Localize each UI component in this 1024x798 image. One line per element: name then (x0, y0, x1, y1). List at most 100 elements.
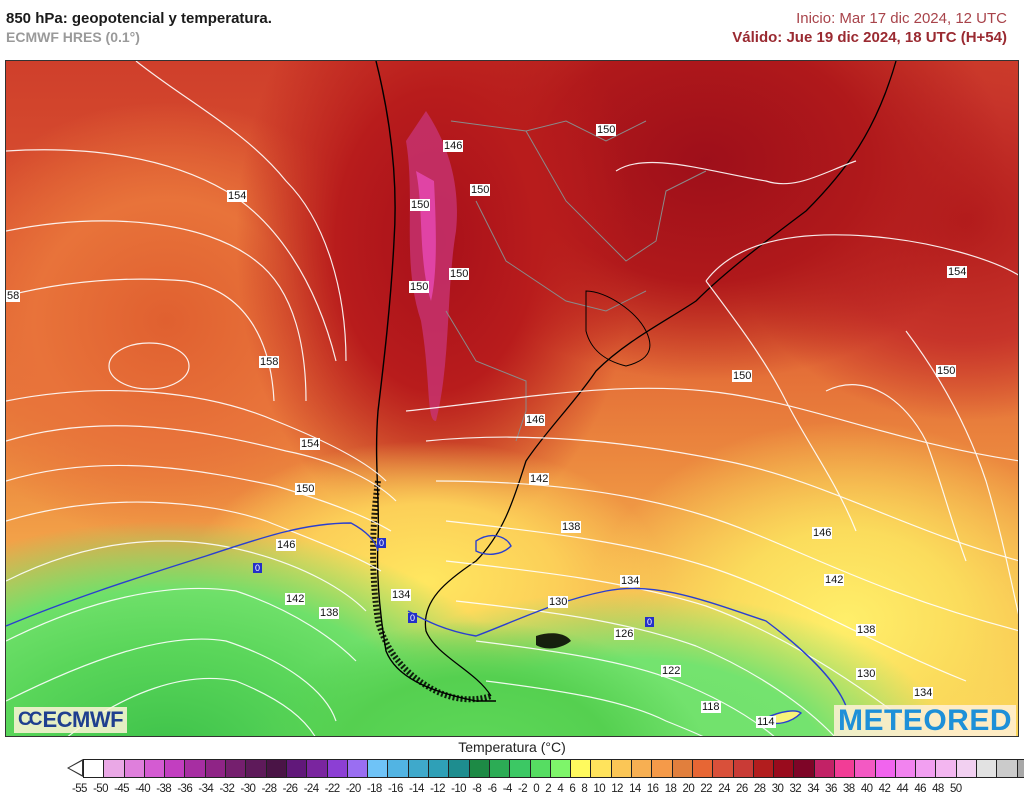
contour-label: 118 (701, 701, 721, 713)
coastline-atlantic (424, 61, 897, 697)
colorbar-tick: 20 (682, 783, 695, 795)
colorbar-tick: 46 (914, 783, 926, 795)
colorbar-cell (590, 759, 611, 778)
contour-label: 150 (449, 268, 470, 280)
colorbar-cell (346, 759, 368, 778)
colorbar-tick: 44 (896, 783, 909, 795)
colorbar-cell (448, 759, 469, 778)
colorbar-min-arrow-icon (67, 759, 83, 777)
colorbar-tick: 42 (878, 783, 891, 795)
country-borders (445, 120, 707, 442)
header-right: Inicio: Mar 17 dic 2024, 12 UTC Válido: … (732, 9, 1007, 47)
colorbar-cell (955, 759, 977, 778)
colorbar-tick: -45 (114, 783, 129, 795)
contour-label: 134 (620, 575, 641, 587)
colorbar-tick: 30 (771, 783, 784, 795)
falkland-islands (536, 633, 571, 649)
weather-map[interactable]: 154 58 158 146 150 150 150 150 150 154 1… (5, 60, 1019, 737)
colorbar-cell (184, 759, 205, 778)
colorbar-cell (367, 759, 388, 778)
colorbar-cell (894, 759, 916, 778)
model-name: ECMWF HRES (0.1°) (6, 29, 140, 45)
colorbar-tick: -10 (451, 783, 466, 795)
colorbar-tick: -18 (366, 783, 382, 795)
colorbar-tick: -22 (324, 783, 340, 795)
colorbar-cell (854, 759, 875, 778)
colorbar-cell (387, 759, 408, 778)
isotherm-label: 0 (408, 613, 418, 623)
contour-label: 146 (443, 140, 464, 152)
colorbar-cell (83, 759, 104, 778)
colorbar-tick: -26 (282, 783, 298, 795)
colorbar-tick: 22 (700, 783, 712, 795)
colorbar-tick: -8 (472, 783, 482, 795)
colorbar-tick: 18 (664, 783, 677, 795)
contour-label: 130 (856, 668, 877, 680)
colorbar-cell (631, 759, 652, 778)
colorbar-tick: -2 (517, 783, 528, 795)
isotherm-label: 0 (645, 617, 655, 627)
colorbar-cell (204, 759, 226, 778)
colorbar-cell (813, 759, 834, 778)
colorbar-tick: 2 (545, 783, 552, 795)
colorbar-tick: -4 (502, 783, 513, 795)
colorbar-cell (468, 759, 489, 778)
temperature-colorbar (67, 759, 1024, 778)
colorbar-cell (773, 759, 794, 778)
chart-title: 850 hPa: geopotencial y temperatura. (6, 10, 272, 27)
contour-label: 134 (913, 687, 934, 699)
colorbar-ticks: -55 -50 -45 -40 -38 -36 -34 -32 -30 -28 -26 -24 -22-… (72, 783, 962, 795)
colorbar-cell (996, 759, 1017, 778)
colorbar-tick: 34 (807, 783, 819, 795)
colorbar-tick: 14 (629, 783, 641, 795)
colorbar-cell (428, 759, 449, 778)
colorbar-cell (732, 759, 753, 778)
colorbar-cell (976, 759, 997, 778)
colorbar-tick: -14 (409, 783, 424, 795)
ecmwf-logo-icon: CC (18, 709, 43, 730)
contour-label: 134 (391, 589, 412, 601)
colorbar-cell (935, 759, 956, 778)
contour-label: 150 (410, 199, 431, 211)
contour-label: 142 (824, 574, 845, 586)
colorbar-tick: -34 (198, 783, 214, 795)
contour-label: 150 (596, 124, 617, 136)
contour-label: 58 (6, 290, 21, 302)
contour-label: 146 (812, 527, 833, 539)
contour-label: 138 (856, 624, 877, 636)
colorbar-tick: -36 (177, 783, 193, 795)
colorbar-cell (529, 759, 550, 778)
contour-label: 138 (319, 607, 340, 619)
colorbar-tick: -50 (93, 783, 108, 795)
colorbar-tick: 24 (718, 783, 730, 795)
colorbar-tick: -55 (72, 783, 87, 795)
colorbar-tick: 8 (581, 783, 588, 795)
contour-label: 138 (561, 521, 582, 533)
meteored-logo: METEORED (833, 705, 1016, 736)
colorbar-tick: 32 (789, 783, 802, 795)
colorbar-cell (509, 759, 530, 778)
valid-time: Válido: Jue 19 dic 2024, 18 UTC (H+54) (732, 29, 1007, 46)
ecmwf-logo: CC ECMWF (14, 707, 128, 733)
colorbar-tick: 28 (753, 783, 766, 795)
colorbar-tick: -38 (156, 783, 172, 795)
isotherm-label: 0 (377, 538, 387, 548)
colorbar-cell (488, 759, 510, 778)
colorbar-cell (103, 759, 124, 778)
colorbar-cell (651, 759, 672, 778)
colorbar-tick: 0 (533, 783, 540, 795)
geopotential-contours (6, 61, 1018, 736)
colorbar-cell (671, 759, 692, 778)
map-overlays (6, 61, 1018, 736)
colorbar-cell (1016, 759, 1024, 778)
colorbar-cell (610, 759, 632, 778)
colorbar-cell (570, 759, 591, 778)
colorbar-tick: -28 (261, 783, 277, 795)
contour-label: 150 (295, 483, 316, 495)
contour-label: 154 (947, 266, 968, 278)
contour-label: 126 (614, 628, 635, 640)
contour-label: 142 (285, 593, 306, 605)
contour-label: 122 (661, 665, 682, 677)
colorbar-cell (225, 759, 246, 778)
colorbar-cell (143, 759, 165, 778)
